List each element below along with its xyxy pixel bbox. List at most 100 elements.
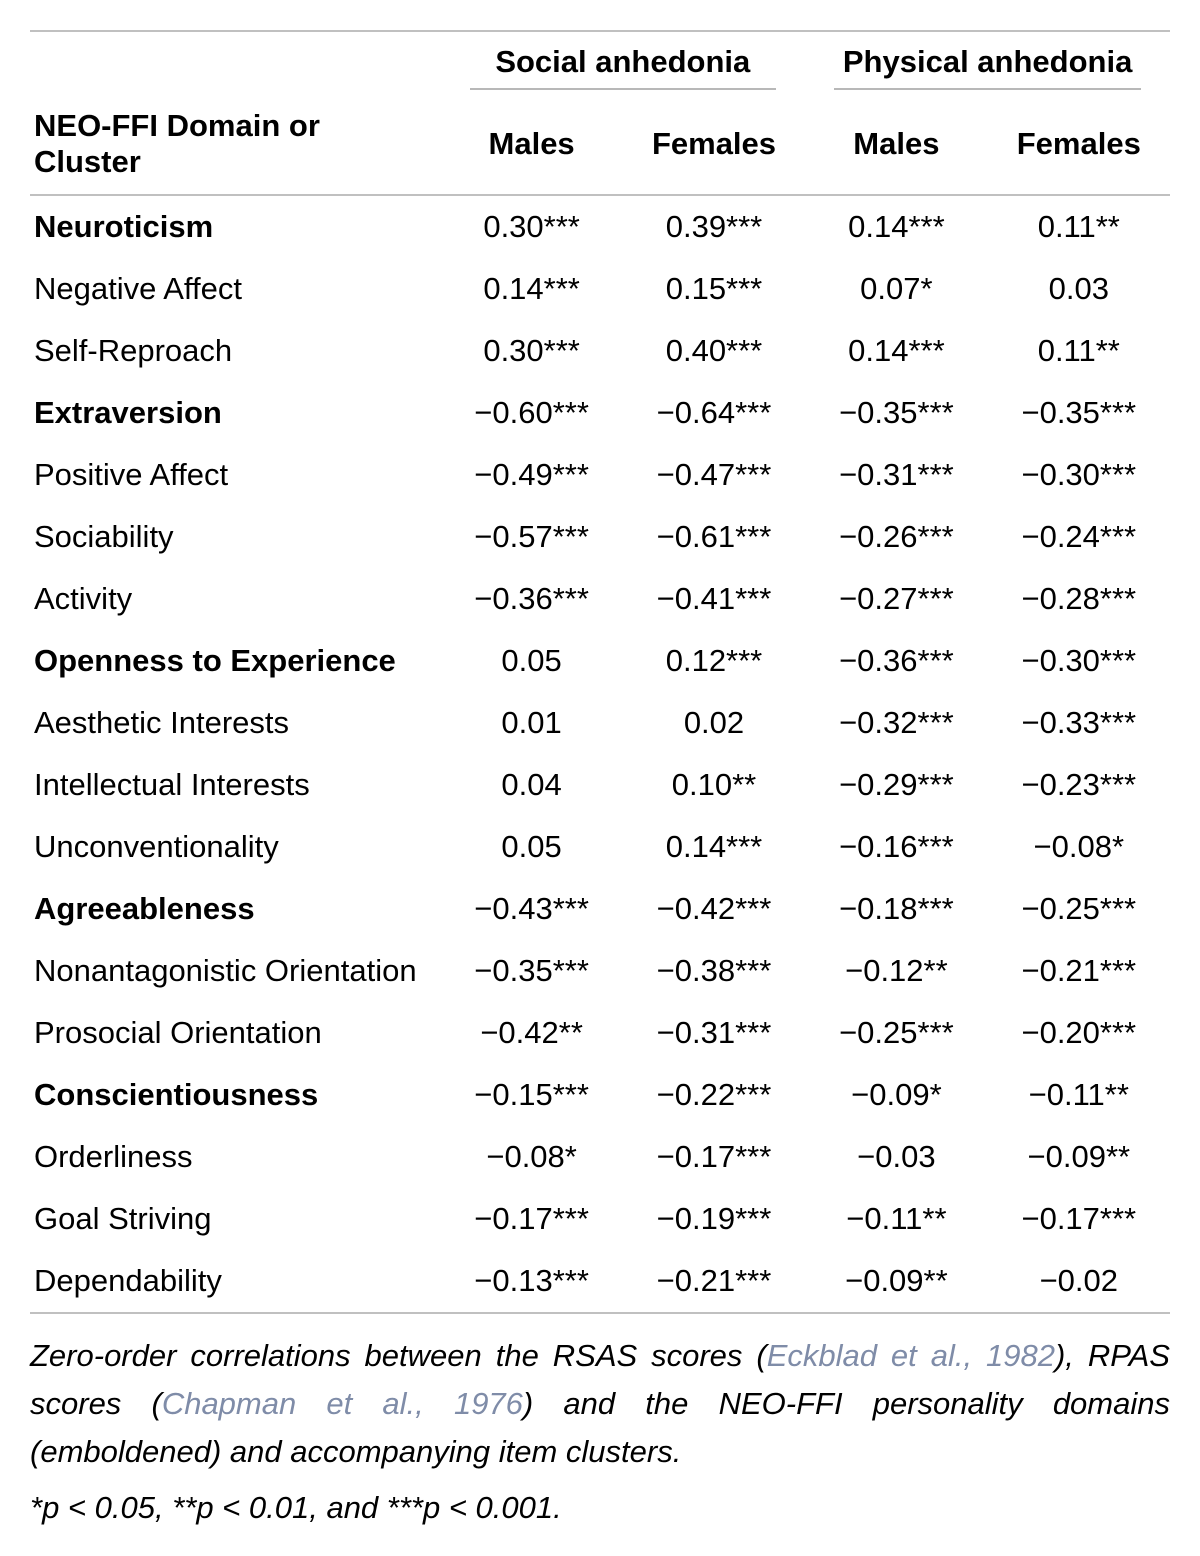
cell-value: −0.26*** bbox=[805, 506, 987, 568]
table-row: Negative Affect0.14***0.15***0.07*0.03 bbox=[30, 258, 1170, 320]
cell-value: −0.17*** bbox=[623, 1126, 805, 1188]
cell-value: −0.15*** bbox=[440, 1064, 622, 1126]
cell-value: −0.36*** bbox=[440, 568, 622, 630]
table-row: Dependability−0.13***−0.21***−0.09**−0.0… bbox=[30, 1250, 1170, 1313]
table-row: Aesthetic Interests0.010.02−0.32***−0.33… bbox=[30, 692, 1170, 754]
cell-value: 0.01 bbox=[440, 692, 622, 754]
table-row: Extraversion−0.60***−0.64***−0.35***−0.3… bbox=[30, 382, 1170, 444]
cell-value: 0.14*** bbox=[440, 258, 622, 320]
row-label: Sociability bbox=[30, 506, 440, 568]
cell-value: −0.19*** bbox=[623, 1188, 805, 1250]
cell-value: −0.32*** bbox=[805, 692, 987, 754]
header-sub-col: Females bbox=[988, 90, 1170, 195]
cell-value: −0.08* bbox=[440, 1126, 622, 1188]
cell-value: −0.36*** bbox=[805, 630, 987, 692]
correlations-table: Social anhedonia Physical anhedonia NEO-… bbox=[30, 30, 1170, 1314]
cell-value: 0.39*** bbox=[623, 195, 805, 258]
cell-value: −0.11** bbox=[988, 1064, 1170, 1126]
cell-value: −0.23*** bbox=[988, 754, 1170, 816]
cell-value: −0.21*** bbox=[623, 1250, 805, 1313]
row-label: Aesthetic Interests bbox=[30, 692, 440, 754]
cell-value: −0.25*** bbox=[805, 1002, 987, 1064]
header-group-row: Social anhedonia Physical anhedonia bbox=[30, 31, 1170, 90]
cell-value: 0.14*** bbox=[805, 195, 987, 258]
cell-value: −0.38*** bbox=[623, 940, 805, 1002]
cell-value: −0.17*** bbox=[440, 1188, 622, 1250]
cell-value: −0.24*** bbox=[988, 506, 1170, 568]
row-label: Openness to Experience bbox=[30, 630, 440, 692]
cell-value: 0.30*** bbox=[440, 195, 622, 258]
row-label: Dependability bbox=[30, 1250, 440, 1313]
table-row: Self-Reproach0.30***0.40***0.14***0.11** bbox=[30, 320, 1170, 382]
cell-value: −0.21*** bbox=[988, 940, 1170, 1002]
header-blank bbox=[30, 31, 440, 90]
cell-value: −0.27*** bbox=[805, 568, 987, 630]
row-label: Orderliness bbox=[30, 1126, 440, 1188]
row-label: Goal Striving bbox=[30, 1188, 440, 1250]
cell-value: −0.30*** bbox=[988, 630, 1170, 692]
cell-value: −0.57*** bbox=[440, 506, 622, 568]
cell-value: 0.40*** bbox=[623, 320, 805, 382]
significance-note: *p < 0.05, **p < 0.01, and ***p < 0.001. bbox=[30, 1490, 1170, 1526]
row-label: Agreeableness bbox=[30, 878, 440, 940]
table-row: Openness to Experience0.050.12***−0.36**… bbox=[30, 630, 1170, 692]
table-row: Unconventionality0.050.14***−0.16***−0.0… bbox=[30, 816, 1170, 878]
cell-value: 0.11** bbox=[988, 195, 1170, 258]
cell-value: 0.04 bbox=[440, 754, 622, 816]
cell-value: −0.61*** bbox=[623, 506, 805, 568]
cell-value: 0.12*** bbox=[623, 630, 805, 692]
cell-value: −0.09** bbox=[805, 1250, 987, 1313]
cell-value: −0.02 bbox=[988, 1250, 1170, 1313]
cell-value: 0.30*** bbox=[440, 320, 622, 382]
cell-value: −0.03 bbox=[805, 1126, 987, 1188]
row-label: Prosocial Orientation bbox=[30, 1002, 440, 1064]
cell-value: −0.41*** bbox=[623, 568, 805, 630]
cell-value: −0.47*** bbox=[623, 444, 805, 506]
row-label: Conscientiousness bbox=[30, 1064, 440, 1126]
cell-value: −0.12** bbox=[805, 940, 987, 1002]
table-head: Social anhedonia Physical anhedonia NEO-… bbox=[30, 31, 1170, 195]
table-row: Conscientiousness−0.15***−0.22***−0.09*−… bbox=[30, 1064, 1170, 1126]
cell-value: 0.05 bbox=[440, 816, 622, 878]
cell-value: −0.43*** bbox=[440, 878, 622, 940]
cell-value: −0.08* bbox=[988, 816, 1170, 878]
header-sub-col: Females bbox=[623, 90, 805, 195]
cell-value: 0.10** bbox=[623, 754, 805, 816]
citation: Eckblad et al., 1982 bbox=[767, 1338, 1055, 1373]
table-row: Goal Striving−0.17***−0.19***−0.11**−0.1… bbox=[30, 1188, 1170, 1250]
row-label: Neuroticism bbox=[30, 195, 440, 258]
cell-value: −0.64*** bbox=[623, 382, 805, 444]
footnote-text: Zero-order correlations between the RSAS… bbox=[30, 1338, 767, 1373]
cell-value: −0.60*** bbox=[440, 382, 622, 444]
cell-value: 0.07* bbox=[805, 258, 987, 320]
cell-value: −0.31*** bbox=[623, 1002, 805, 1064]
cell-value: −0.20*** bbox=[988, 1002, 1170, 1064]
table-row: Agreeableness−0.43***−0.42***−0.18***−0.… bbox=[30, 878, 1170, 940]
cell-value: −0.09** bbox=[988, 1126, 1170, 1188]
row-label: Self-Reproach bbox=[30, 320, 440, 382]
table-row: Sociability−0.57***−0.61***−0.26***−0.24… bbox=[30, 506, 1170, 568]
row-label: Extraversion bbox=[30, 382, 440, 444]
header-group-physical: Physical anhedonia bbox=[805, 31, 1170, 90]
cell-value: −0.35*** bbox=[440, 940, 622, 1002]
cell-value: −0.29*** bbox=[805, 754, 987, 816]
table-row: Intellectual Interests0.040.10**−0.29***… bbox=[30, 754, 1170, 816]
cell-value: 0.14*** bbox=[805, 320, 987, 382]
cell-value: 0.02 bbox=[623, 692, 805, 754]
table-row: Positive Affect−0.49***−0.47***−0.31***−… bbox=[30, 444, 1170, 506]
cell-value: −0.35*** bbox=[988, 382, 1170, 444]
table-row: Neuroticism0.30***0.39***0.14***0.11** bbox=[30, 195, 1170, 258]
table-body: Neuroticism0.30***0.39***0.14***0.11**Ne… bbox=[30, 195, 1170, 1313]
cell-value: −0.11** bbox=[805, 1188, 987, 1250]
row-label: Unconventionality bbox=[30, 816, 440, 878]
cell-value: 0.11** bbox=[988, 320, 1170, 382]
table-row: Orderliness−0.08*−0.17***−0.03−0.09** bbox=[30, 1126, 1170, 1188]
cell-value: −0.28*** bbox=[988, 568, 1170, 630]
header-group-social: Social anhedonia bbox=[440, 31, 805, 90]
cell-value: 0.05 bbox=[440, 630, 622, 692]
cell-value: −0.49*** bbox=[440, 444, 622, 506]
cell-value: −0.31*** bbox=[805, 444, 987, 506]
row-label: Positive Affect bbox=[30, 444, 440, 506]
cell-value: −0.16*** bbox=[805, 816, 987, 878]
header-sub-row: NEO-FFI Domain or Cluster Males Females … bbox=[30, 90, 1170, 195]
